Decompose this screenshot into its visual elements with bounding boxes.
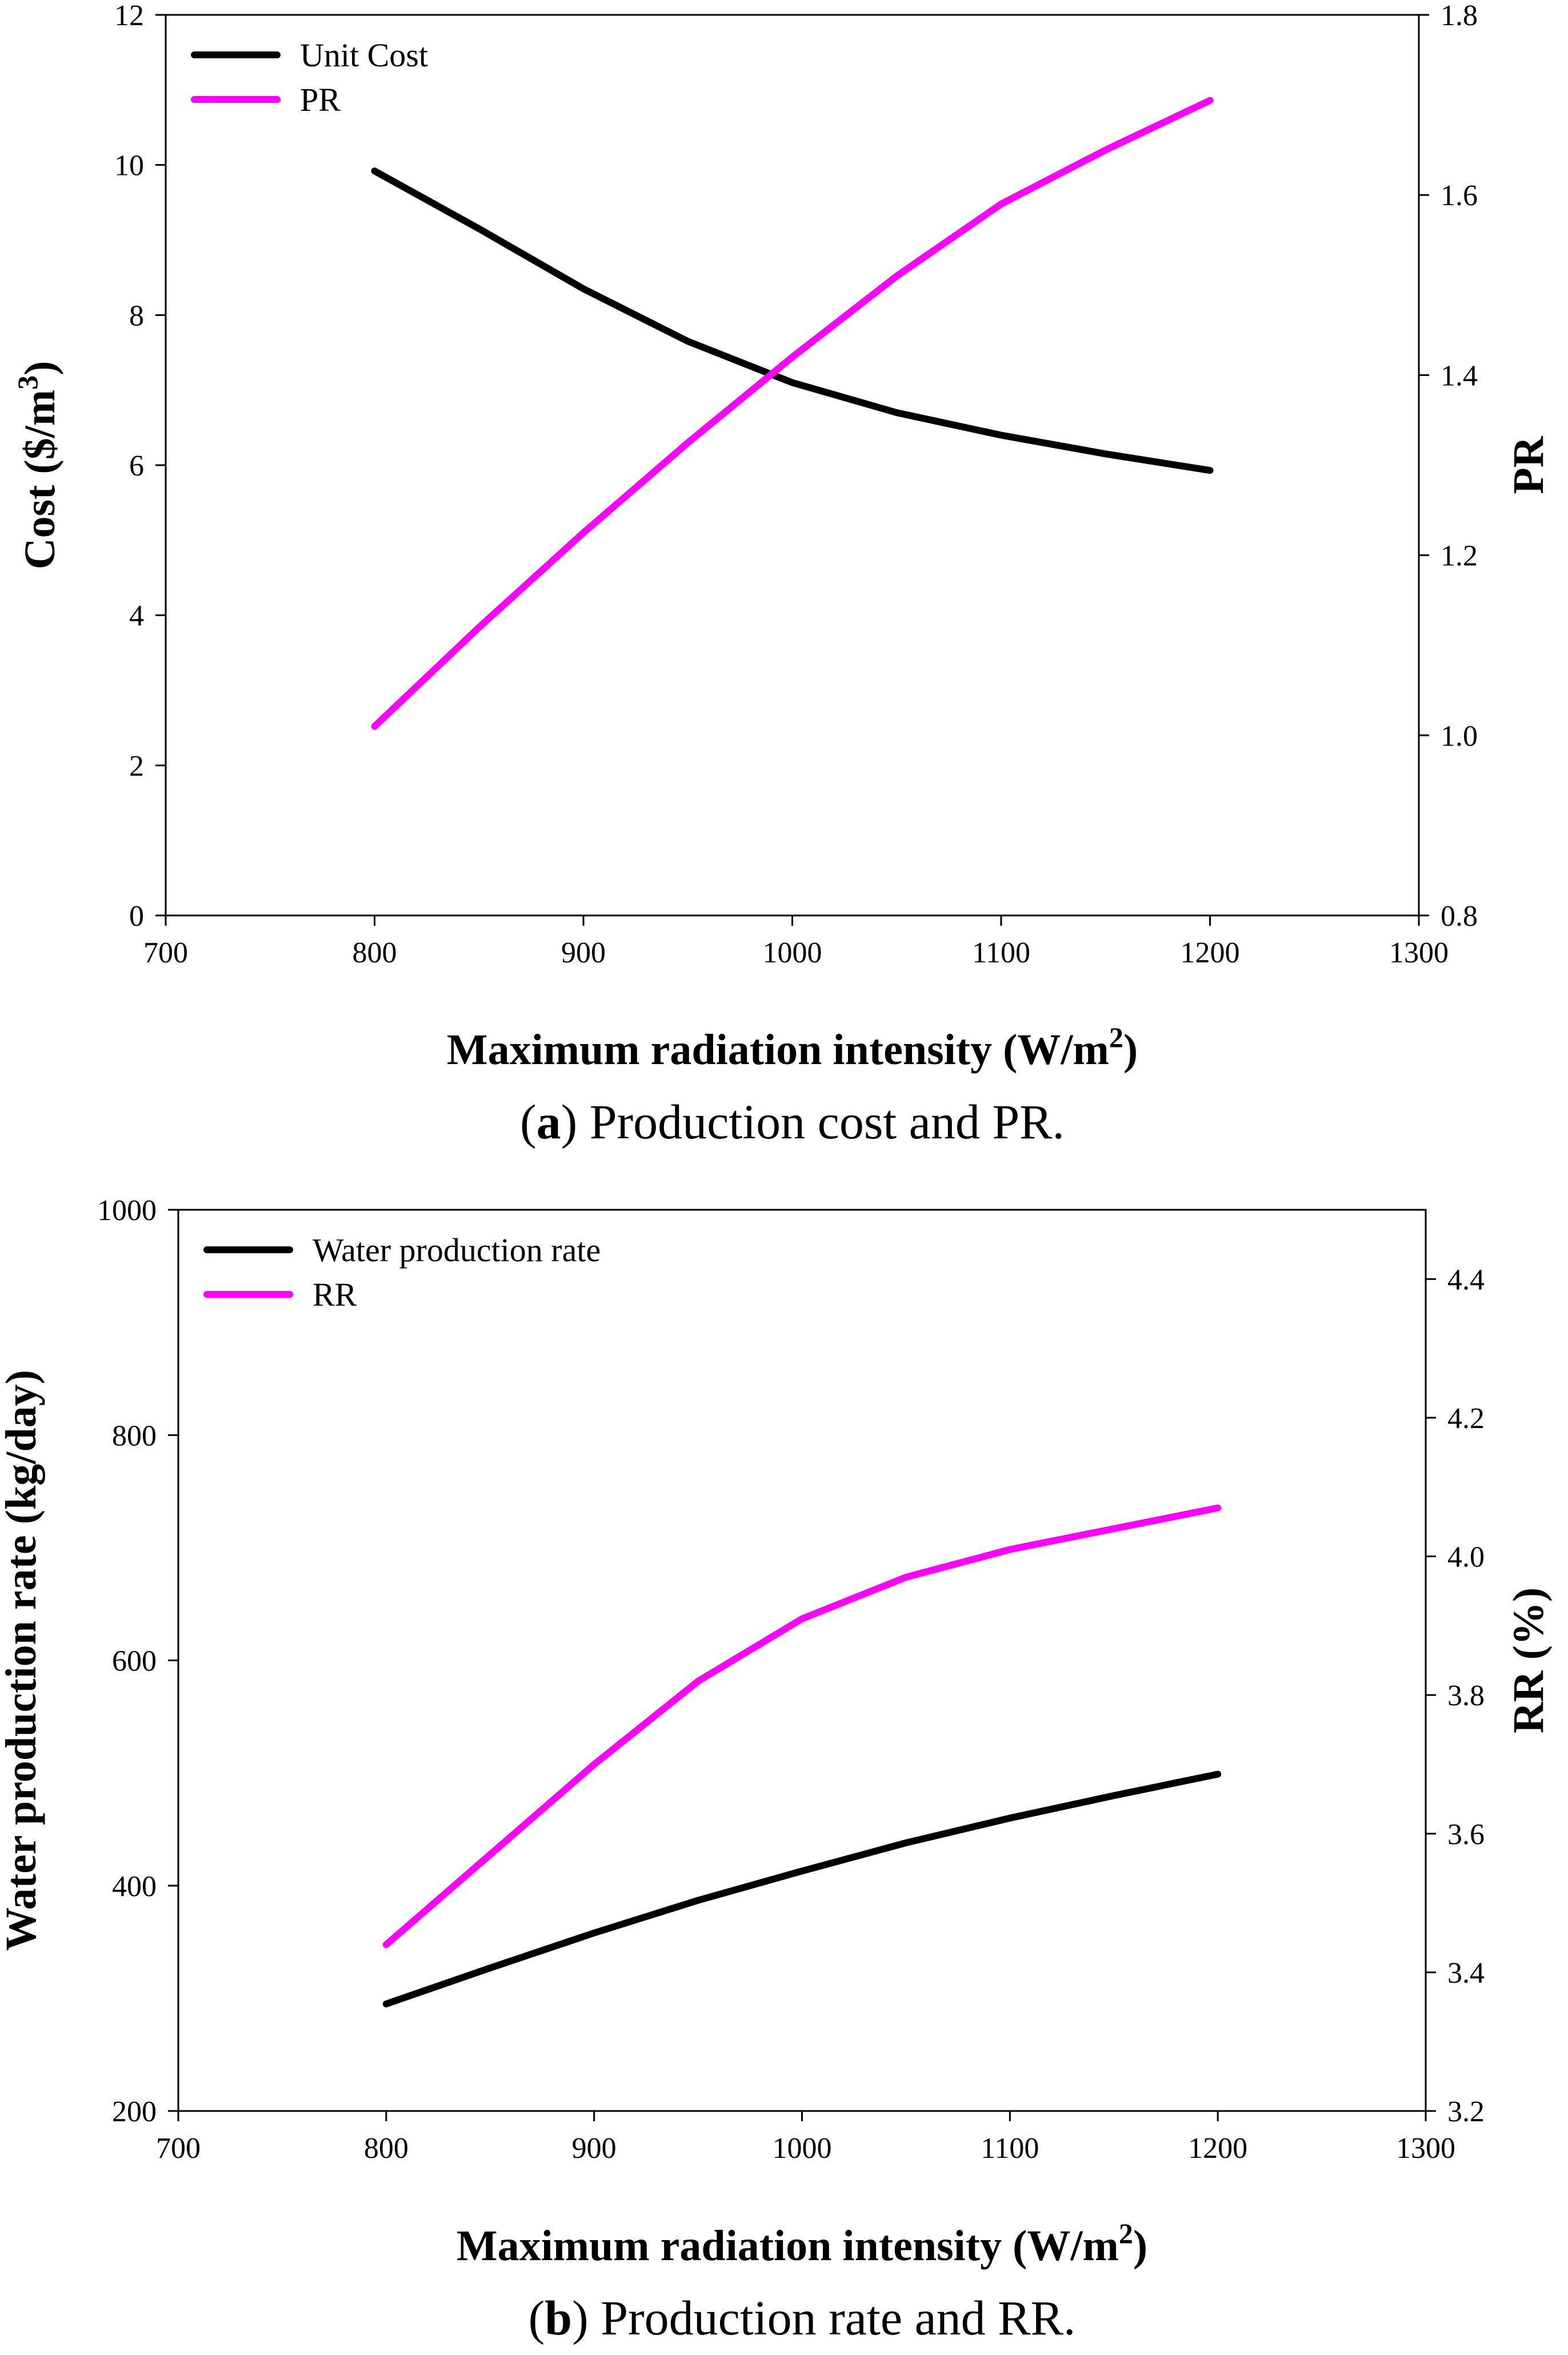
x-tick-label: 1300 [1389,937,1449,969]
y-left-axis-title: Cost ($/m3) [11,361,64,570]
legend-label: PR [300,81,341,118]
plot-frame [177,1209,1427,2112]
y-left-axis-title: Water production rate (kg/day) [0,1370,45,1951]
y-right-tick-label: 3.4 [1447,1957,1485,1989]
y-right-tick-label: 3.8 [1447,1680,1485,1712]
x-tick-label: 1100 [972,937,1030,969]
x-tick-label: 900 [572,2132,617,2165]
y-right-tick-label: 4.0 [1447,1541,1485,1574]
x-tick-label: 1300 [1396,2132,1455,2165]
caption: (b) Production rate and RR. [529,2290,1076,2345]
x-axis-title: Maximum radiation intensity (W/m2) [447,1021,1138,1074]
y-left-tick-label: 6 [129,450,144,482]
plot-frame [165,14,1420,917]
legend-label: RR [313,1276,357,1313]
series-line-unit-cost [371,167,1214,474]
y-left-tick-label: 200 [112,2096,157,2128]
y-right-tick-label: 0.8 [1441,900,1478,933]
y-right-tick-label: 1.8 [1441,0,1478,32]
y-right-tick-label: 1.0 [1441,720,1478,753]
y-left-tick-label: 2 [129,750,144,782]
x-tick-label: 1000 [773,2132,832,2165]
y-right-tick-label: 1.6 [1441,179,1478,212]
y-right-tick-label: 1.4 [1441,359,1478,392]
x-tick-label: 700 [156,2132,201,2165]
y-right-axis-title: PR [1505,435,1553,494]
x-tick-label: 1200 [1188,2132,1247,2165]
y-right-tick-label: 4.2 [1447,1402,1485,1435]
x-tick-label: 800 [364,2132,409,2165]
x-tick-label: 900 [561,937,606,969]
y-left-tick-label: 10 [114,150,144,182]
legend-label: Unit Cost [300,37,428,74]
y-right-tick-label: 3.2 [1447,2096,1485,2128]
x-tick-label: 800 [353,937,397,969]
series-line-rr [382,1504,1222,1948]
y-left-tick-label: 12 [114,0,144,32]
chart-b: 700 800 900 1000 1100 1200 1300 200 400 600 800 100… [0,1194,1553,2345]
caption: (a) Production cost and PR. [520,1094,1065,1149]
chart-a: 700 800 900 1000 1100 1200 1300 0 2 4 6 8 10 12 0.8 1.0… [11,0,1553,1149]
y-left-tick-label: 4 [129,600,144,633]
y-right-tick-label: 3.6 [1447,1818,1485,1851]
x-tick-label: 1000 [763,937,822,969]
y-left-tick-label: 8 [129,299,144,332]
y-right-tick-label: 1.2 [1441,540,1478,573]
y-left-tick-label: 600 [112,1645,157,1678]
legend-label: Water production rate [313,1232,601,1269]
y-right-axis-title: RR (%) [1505,1588,1553,1733]
y-left-tick-label: 0 [129,900,144,933]
x-tick-label: 700 [143,937,188,969]
y-left-tick-label: 800 [112,1420,157,1452]
y-right-tick-label: 4.4 [1447,1264,1485,1296]
series-line-water-production-rate [382,1770,1222,2008]
y-left-tick-label: 400 [112,1870,157,1903]
series-line-pr [371,97,1214,730]
x-tick-label: 1100 [981,2132,1039,2165]
x-axis-title: Maximum radiation intensity (W/m2) [457,2217,1147,2270]
y-left-tick-label: 1000 [97,1194,157,1227]
x-tick-label: 1200 [1181,937,1240,969]
